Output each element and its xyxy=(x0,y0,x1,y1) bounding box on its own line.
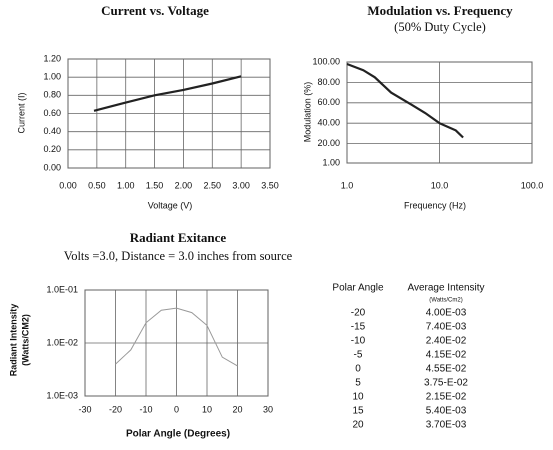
y-tick-label: 100.00 xyxy=(312,56,340,66)
table-cell: 4.55E-02 xyxy=(426,364,467,375)
y-tick-label: 60.00 xyxy=(317,97,340,107)
x-tick-label: -30 xyxy=(78,404,91,414)
table-header: Polar Angle xyxy=(332,283,384,294)
chart-subtitle: Volts =3.0, Distance = 3.0 inches from s… xyxy=(64,249,293,263)
table-cell: 2.40E-02 xyxy=(426,336,467,347)
table-cell: 7.40E-03 xyxy=(426,322,467,333)
table-cell: 5.40E-03 xyxy=(426,406,467,417)
y-tick-label: 0.00 xyxy=(43,162,61,172)
x-tick-label: 1.0 xyxy=(341,180,354,190)
table-cell: 3.70E-03 xyxy=(426,420,467,431)
data-line xyxy=(346,62,464,139)
x-tick-label: 0.00 xyxy=(59,180,77,190)
table-cell: 0 xyxy=(355,364,361,375)
chart-subtitle: (50% Duty Cycle) xyxy=(394,20,486,34)
x-tick-label: 2.50 xyxy=(204,180,222,190)
y-tick-label: 40.00 xyxy=(317,118,340,128)
table-cell: 10 xyxy=(352,392,364,403)
y-tick-label: 1.20 xyxy=(43,53,61,63)
x-tick-label: 20 xyxy=(232,404,242,414)
chart-title: Current vs. Voltage xyxy=(101,3,209,18)
y-tick-label: 80.00 xyxy=(317,77,340,87)
y-tick-label: 1.0E-01 xyxy=(46,284,78,294)
x-tick-label: 100.0 xyxy=(521,180,544,190)
x-tick-label: 1.00 xyxy=(117,180,135,190)
x-tick-label: 3.00 xyxy=(232,180,250,190)
table-header: Average Intensity xyxy=(407,283,484,294)
data-line xyxy=(115,307,238,367)
y-axis-label: Radiant Intensity xyxy=(8,304,18,377)
table-cell: -5 xyxy=(354,350,363,361)
y-axis-label: Modulation (%) xyxy=(302,82,312,143)
table-cell: 2.15E-02 xyxy=(426,392,467,403)
table-cell: 5 xyxy=(355,378,361,389)
table-cell: 15 xyxy=(352,406,364,417)
y-tick-label: 1.0E-03 xyxy=(46,390,78,400)
table-cell: -15 xyxy=(351,322,366,333)
y-tick-label: 0.60 xyxy=(43,108,61,118)
table-unit: (Watts/Cm2) xyxy=(429,298,462,304)
table-cell: 3.75-E-02 xyxy=(424,378,468,389)
y-tick-label: 1.00 xyxy=(43,72,61,82)
table-cell: -10 xyxy=(351,336,366,347)
x-tick-label: 0 xyxy=(174,404,179,414)
x-tick-label: 0.50 xyxy=(88,180,106,190)
x-tick-label: 10.0 xyxy=(431,180,449,190)
data-line xyxy=(93,75,242,112)
y-tick-label: 0.40 xyxy=(43,126,61,136)
x-tick-label: 30 xyxy=(263,404,273,414)
x-axis-label: Polar Angle (Degrees) xyxy=(126,429,230,440)
table-cell: 4.00E-03 xyxy=(426,308,467,319)
y-tick-label: 1.0E-02 xyxy=(46,337,78,347)
x-tick-label: -20 xyxy=(109,404,122,414)
y-tick-label: 1.00 xyxy=(322,157,340,167)
table-cell: -20 xyxy=(351,308,366,319)
chart-title: Radiant Exitance xyxy=(130,230,227,245)
chart-title: Modulation vs. Frequency xyxy=(367,3,513,18)
y-tick-label: 20.00 xyxy=(317,138,340,148)
y-axis-label: (Watts/CM2) xyxy=(20,314,30,366)
table-cell: 20 xyxy=(352,420,364,431)
y-tick-label: 0.20 xyxy=(43,144,61,154)
y-axis-label: Current (I) xyxy=(16,92,26,133)
y-tick-label: 0.80 xyxy=(43,90,61,100)
x-axis-label: Voltage (V) xyxy=(148,200,193,210)
x-tick-label: 3.50 xyxy=(261,180,279,190)
x-tick-label: -10 xyxy=(139,404,152,414)
x-tick-label: 10 xyxy=(202,404,212,414)
x-tick-label: 1.50 xyxy=(146,180,164,190)
table-cell: 4.15E-02 xyxy=(426,350,467,361)
x-axis-label: Frequency (Hz) xyxy=(404,200,466,210)
x-tick-label: 2.00 xyxy=(175,180,193,190)
